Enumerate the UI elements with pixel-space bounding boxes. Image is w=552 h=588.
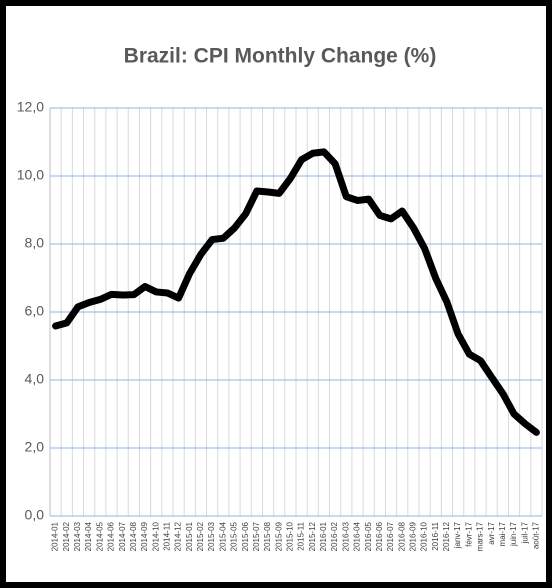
x-tick-label: 2015-08 bbox=[263, 521, 272, 551]
x-tick-label: 2015-04 bbox=[218, 521, 227, 551]
x-tick-label: 2015-05 bbox=[230, 521, 239, 551]
data-line bbox=[52, 148, 540, 436]
x-tick-label: 2015-03 bbox=[207, 521, 216, 551]
x-tick-label: 2016-10 bbox=[420, 521, 429, 551]
x-tick-label: 2014-04 bbox=[84, 521, 93, 551]
x-tick-label: 2015-07 bbox=[252, 521, 261, 551]
x-tick-label: 2014-09 bbox=[140, 521, 149, 551]
x-tick-label: 2015-10 bbox=[286, 521, 295, 551]
x-tick-label: 2014-12 bbox=[174, 521, 183, 551]
x-tick-label: 2015-06 bbox=[241, 521, 250, 551]
x-tick-label: 2014-10 bbox=[151, 521, 160, 551]
y-tick-label: 6,0 bbox=[25, 303, 45, 319]
x-tick-label: 2016-05 bbox=[364, 521, 373, 551]
x-tick-label: janv-17 bbox=[453, 521, 462, 549]
x-tick-label: 2015-12 bbox=[308, 521, 317, 551]
x-tick-label: 2014-08 bbox=[129, 521, 138, 551]
x-tick-label: 2016-04 bbox=[353, 521, 362, 551]
y-tick-label: 10,0 bbox=[17, 167, 44, 183]
x-tick-label: 2015-11 bbox=[297, 521, 306, 550]
y-tick-label: 4,0 bbox=[25, 371, 45, 387]
y-tick-label: 8,0 bbox=[25, 235, 45, 251]
x-tick-label: 2015-01 bbox=[185, 521, 194, 551]
x-tick-label: 2016-01 bbox=[319, 521, 328, 551]
x-tick-label: 2014-11 bbox=[163, 521, 172, 550]
x-tick-label: juin-17 bbox=[509, 521, 518, 547]
x-tick-label: 2014-05 bbox=[95, 521, 104, 551]
x-tick-label: 2015-02 bbox=[196, 521, 205, 551]
y-tick-label: 2,0 bbox=[25, 439, 45, 455]
x-tick-label: 2014-06 bbox=[107, 521, 116, 551]
y-tick-label: 12,0 bbox=[17, 99, 44, 115]
chart-title: Brazil: CPI Monthly Change (%) bbox=[124, 45, 437, 68]
x-tick-label: 2015-09 bbox=[274, 521, 283, 551]
x-tick-label: juil-17 bbox=[520, 521, 529, 544]
x-tick-label: 2014-07 bbox=[118, 521, 127, 551]
x-tick-label: avr-17 bbox=[487, 521, 496, 544]
x-tick-label: 2016-07 bbox=[386, 521, 395, 551]
x-tick-label: 2016-02 bbox=[330, 521, 339, 551]
x-tick-label: févr-17 bbox=[464, 521, 473, 546]
x-tick-label: 2016-12 bbox=[442, 521, 451, 551]
x-tick-label: 2016-09 bbox=[409, 521, 418, 551]
x-tick-label: mars-17 bbox=[476, 521, 485, 551]
x-tick-label: 2016-08 bbox=[397, 521, 406, 551]
x-tick-label: 2014-02 bbox=[62, 521, 71, 551]
x-tick-label: mai-17 bbox=[498, 521, 507, 546]
x-tick-label: 2014-01 bbox=[51, 521, 60, 551]
x-tick-label: 2016-06 bbox=[375, 521, 384, 551]
x-tick-label: août-17 bbox=[532, 521, 541, 549]
y-tick-label: 0,0 bbox=[25, 507, 45, 523]
x-tick-label: 2016-11 bbox=[431, 521, 440, 550]
x-tick-label: 2014-03 bbox=[73, 521, 82, 551]
x-tick-label: 2016-03 bbox=[341, 521, 350, 551]
